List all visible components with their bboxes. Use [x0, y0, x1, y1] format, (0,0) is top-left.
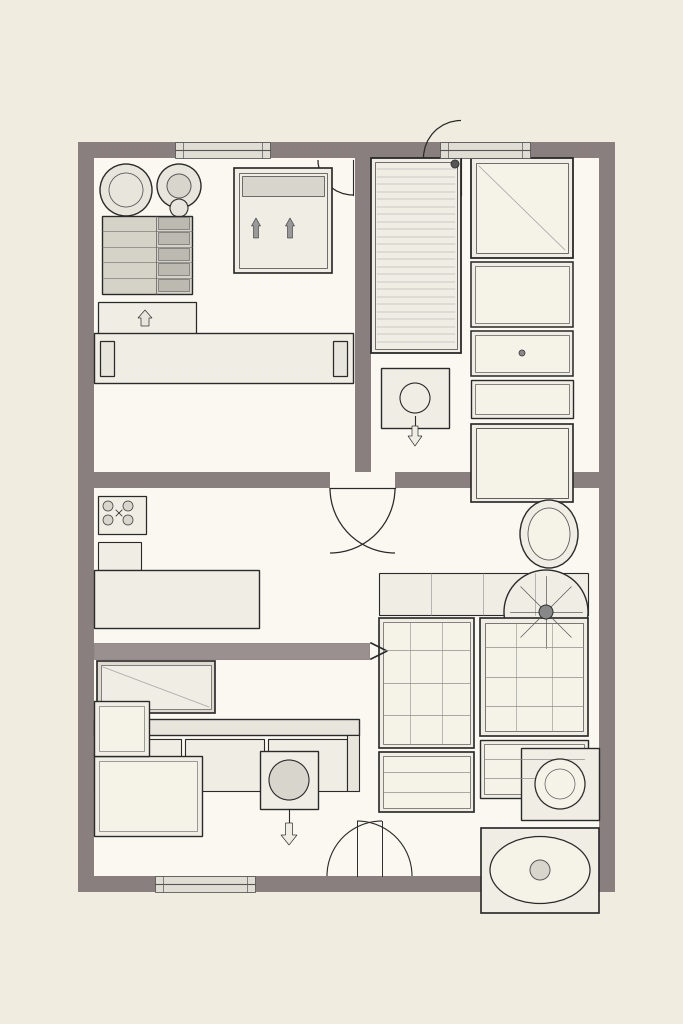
Ellipse shape — [490, 837, 590, 903]
Bar — [158, 232, 189, 244]
Circle shape — [103, 501, 113, 511]
Bar — [98, 302, 196, 350]
Bar — [480, 740, 588, 798]
Bar — [484, 744, 584, 794]
Bar — [234, 168, 332, 273]
Bar — [94, 735, 106, 791]
Bar — [381, 368, 449, 428]
Bar — [158, 279, 189, 291]
Bar — [94, 158, 599, 876]
Circle shape — [123, 515, 133, 525]
Bar — [97, 662, 215, 713]
Bar — [379, 573, 588, 615]
Circle shape — [519, 350, 525, 356]
Bar — [481, 828, 599, 913]
FancyArrow shape — [281, 823, 297, 845]
Bar — [239, 173, 327, 268]
Bar — [480, 618, 588, 736]
FancyArrow shape — [408, 426, 422, 446]
Circle shape — [504, 570, 588, 654]
Bar — [94, 643, 369, 659]
Bar — [78, 876, 615, 892]
Bar — [78, 142, 615, 158]
Bar — [485, 623, 583, 731]
Bar — [599, 142, 615, 892]
Ellipse shape — [528, 508, 570, 560]
FancyArrow shape — [285, 218, 294, 238]
Bar — [94, 719, 359, 735]
Bar — [102, 739, 181, 791]
Bar — [379, 752, 474, 812]
Circle shape — [103, 515, 113, 525]
Circle shape — [451, 160, 459, 168]
Bar — [383, 622, 470, 744]
Bar — [375, 162, 457, 349]
Bar — [155, 876, 255, 892]
Bar — [185, 739, 264, 791]
Bar — [100, 341, 114, 376]
Bar — [102, 216, 192, 294]
Bar — [355, 158, 371, 472]
Circle shape — [530, 860, 550, 880]
Circle shape — [400, 383, 430, 413]
Bar — [471, 424, 573, 502]
Circle shape — [123, 501, 133, 511]
Circle shape — [535, 759, 585, 809]
Bar — [521, 748, 599, 820]
Bar — [94, 333, 353, 383]
Bar — [101, 665, 211, 709]
Bar — [383, 756, 470, 808]
Bar — [94, 756, 202, 836]
Circle shape — [170, 199, 188, 217]
Bar — [158, 248, 189, 260]
Bar — [471, 262, 573, 327]
Bar — [99, 706, 144, 751]
Bar — [379, 618, 474, 748]
Bar — [98, 542, 141, 570]
Circle shape — [167, 174, 191, 198]
Bar — [395, 472, 615, 488]
Bar — [476, 428, 568, 498]
Bar — [268, 739, 347, 791]
Bar — [475, 384, 569, 414]
Bar — [175, 142, 270, 158]
Circle shape — [269, 760, 309, 800]
Bar — [475, 335, 569, 372]
Bar — [475, 266, 569, 323]
Bar — [98, 496, 146, 534]
Bar — [94, 570, 259, 628]
Bar — [260, 751, 318, 809]
Circle shape — [100, 164, 152, 216]
Bar — [94, 701, 149, 756]
Bar — [78, 472, 330, 488]
Bar — [440, 142, 530, 158]
Bar — [476, 163, 568, 253]
Bar — [99, 761, 197, 831]
FancyArrow shape — [138, 310, 152, 326]
Circle shape — [539, 605, 553, 618]
Bar — [347, 735, 359, 791]
Ellipse shape — [520, 500, 578, 568]
Circle shape — [157, 164, 201, 208]
Bar — [158, 217, 189, 229]
Bar — [471, 331, 573, 376]
Bar — [371, 158, 461, 353]
Bar — [78, 142, 94, 892]
FancyArrow shape — [251, 218, 260, 238]
Bar — [158, 263, 189, 275]
Bar — [471, 380, 573, 418]
Bar — [333, 341, 347, 376]
Bar — [242, 176, 324, 196]
Bar — [471, 158, 573, 258]
